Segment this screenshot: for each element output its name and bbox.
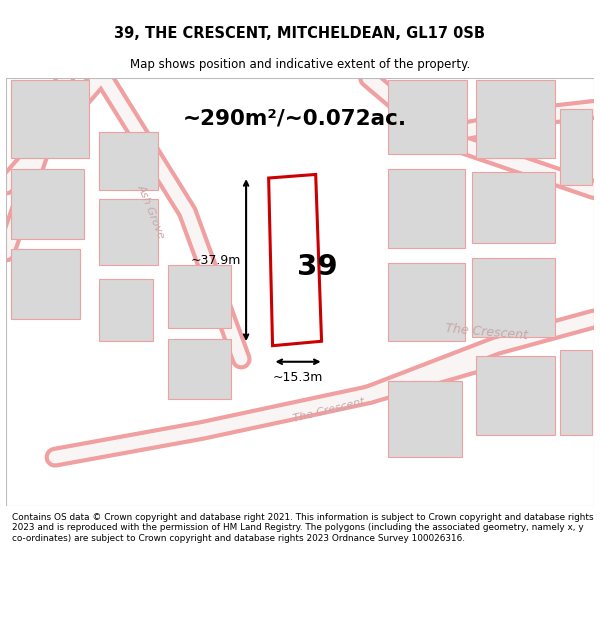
- Polygon shape: [11, 249, 79, 319]
- Polygon shape: [388, 169, 464, 248]
- Text: 39, THE CRESCENT, MITCHELDEAN, GL17 0SB: 39, THE CRESCENT, MITCHELDEAN, GL17 0SB: [115, 26, 485, 41]
- Polygon shape: [11, 80, 89, 158]
- Polygon shape: [476, 80, 555, 158]
- Text: ~37.9m: ~37.9m: [191, 254, 241, 267]
- Polygon shape: [388, 381, 462, 458]
- Text: Ash Grove: Ash Grove: [136, 184, 166, 241]
- Polygon shape: [269, 174, 322, 346]
- Text: Contains OS data © Crown copyright and database right 2021. This information is : Contains OS data © Crown copyright and d…: [12, 513, 593, 542]
- Text: ~15.3m: ~15.3m: [273, 371, 323, 384]
- Polygon shape: [11, 169, 85, 239]
- Text: ~290m²/~0.072ac.: ~290m²/~0.072ac.: [183, 108, 407, 128]
- Polygon shape: [168, 339, 232, 399]
- Polygon shape: [472, 172, 555, 243]
- Text: 39: 39: [298, 253, 338, 281]
- Text: Map shows position and indicative extent of the property.: Map shows position and indicative extent…: [130, 58, 470, 71]
- Polygon shape: [388, 262, 464, 341]
- Polygon shape: [388, 80, 467, 154]
- Polygon shape: [99, 199, 158, 266]
- Polygon shape: [99, 132, 158, 189]
- Polygon shape: [472, 258, 555, 337]
- Polygon shape: [168, 266, 232, 328]
- Polygon shape: [560, 109, 592, 185]
- Text: The Crescent: The Crescent: [445, 322, 528, 342]
- Text: The Crescent: The Crescent: [293, 396, 366, 424]
- Polygon shape: [560, 350, 592, 435]
- Polygon shape: [99, 279, 153, 341]
- Polygon shape: [476, 356, 555, 435]
